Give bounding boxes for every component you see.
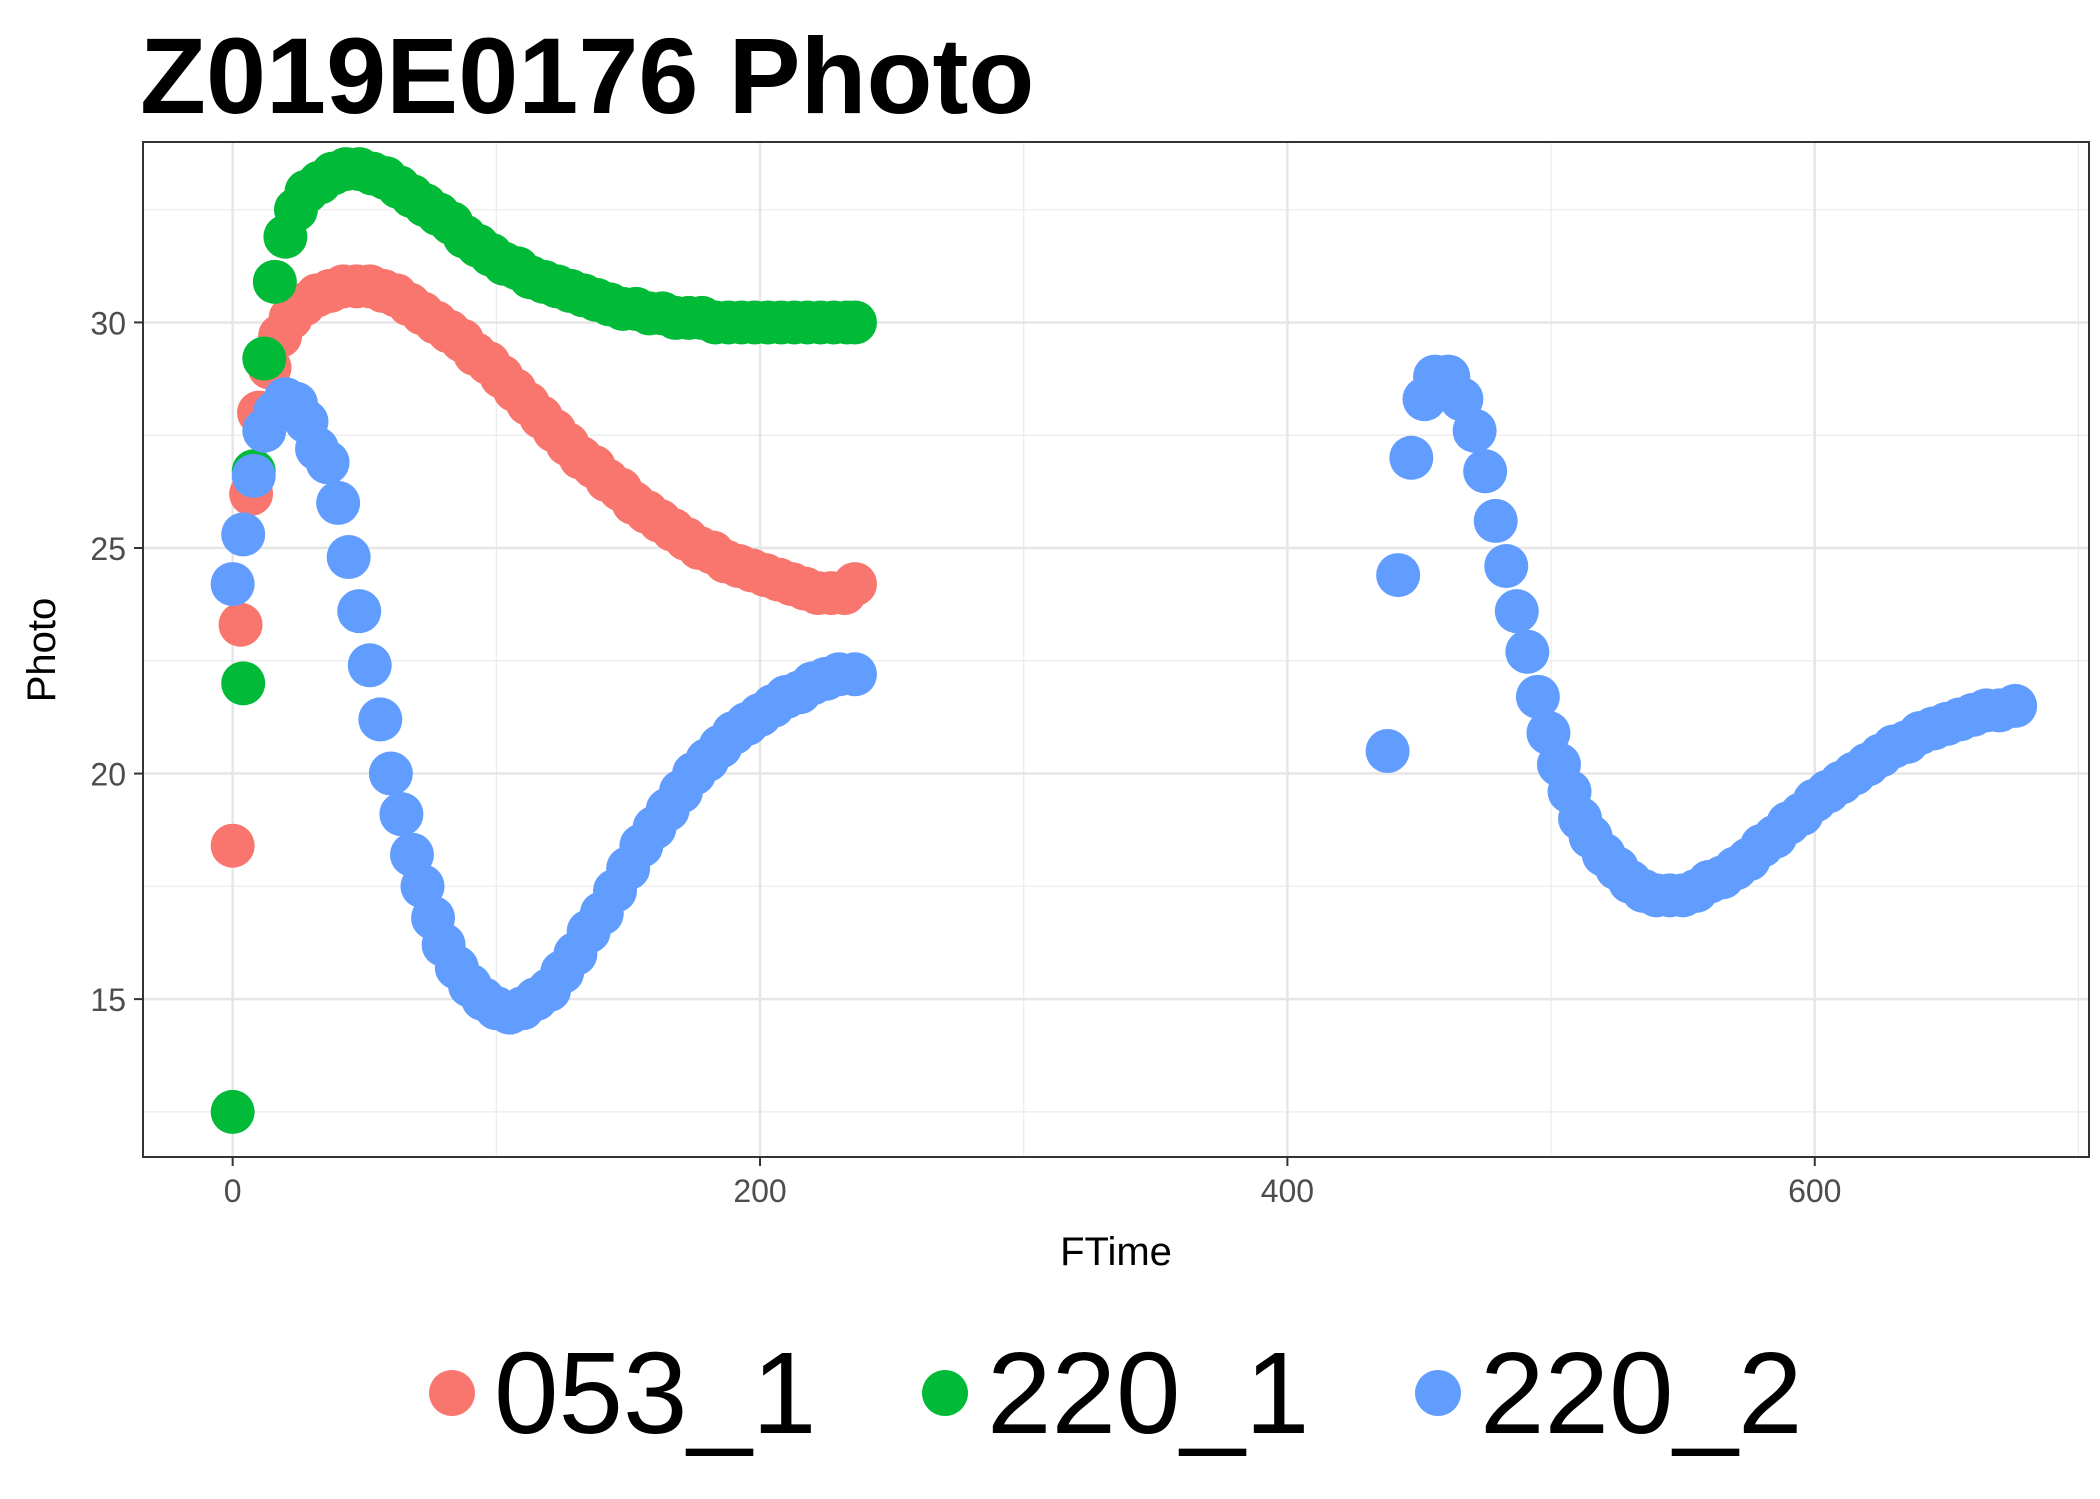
y-tick-label: 20: [90, 757, 126, 793]
data-point: [221, 512, 266, 557]
plot-panel: [143, 142, 2089, 1157]
data-point: [326, 535, 371, 580]
plot-background: [143, 142, 2089, 1157]
data-point: [231, 453, 276, 498]
legend-key: [1415, 1370, 1461, 1416]
data-point: [252, 259, 297, 304]
legend-label: 220_2: [1480, 1328, 1803, 1458]
legend-key: [429, 1370, 475, 1416]
data-point: [210, 1089, 255, 1134]
y-tick-label: 25: [90, 531, 126, 567]
data-point: [832, 562, 877, 607]
data-point: [1993, 683, 2038, 728]
series-220_1: [210, 147, 877, 1134]
data-point: [1463, 449, 1508, 494]
x-axis: 0 200 400 600: [224, 1157, 1841, 1209]
plot-border: [142, 141, 2090, 1158]
data-point: [368, 751, 413, 796]
x-tick-label: 0: [224, 1173, 242, 1209]
data-point: [218, 602, 263, 647]
data-point: [210, 823, 255, 868]
data-point: [242, 336, 287, 381]
data-point: [1389, 435, 1434, 480]
data-point: [1484, 544, 1529, 589]
legend-label: 053_1: [494, 1328, 817, 1458]
data-point: [1452, 408, 1497, 453]
data-point: [1365, 729, 1410, 773]
data-points: [210, 147, 2038, 1134]
data-point: [305, 440, 350, 485]
x-tick-label: 600: [1788, 1173, 1841, 1209]
data-point: [832, 300, 877, 345]
x-tick-label: 400: [1261, 1173, 1314, 1209]
data-point: [347, 643, 392, 688]
data-point: [1376, 553, 1421, 598]
data-point: [832, 652, 877, 697]
data-point: [358, 697, 403, 742]
data-point: [1473, 498, 1518, 543]
series-220_2: [210, 354, 2038, 1035]
chart-title: Z019E0176 Photo: [140, 15, 1034, 136]
legend-label: 220_1: [987, 1328, 1310, 1458]
data-point: [379, 792, 424, 837]
data-point: [1494, 589, 1539, 634]
data-point: [1515, 674, 1560, 719]
y-axis: 15 20 25 30: [90, 305, 143, 1018]
data-point: [1505, 629, 1550, 674]
y-tick-label: 30: [90, 305, 126, 341]
data-point: [337, 589, 382, 634]
legend: 053_1 220_1 220_2: [429, 1328, 1803, 1458]
data-point: [210, 562, 255, 607]
data-point: [221, 661, 266, 706]
y-tick-label: 15: [90, 982, 126, 1018]
legend-key: [922, 1370, 968, 1416]
x-axis-label: FTime: [1060, 1230, 1172, 1274]
data-point: [316, 480, 361, 525]
y-axis-label: Photo: [20, 598, 64, 703]
x-tick-label: 200: [733, 1173, 786, 1209]
